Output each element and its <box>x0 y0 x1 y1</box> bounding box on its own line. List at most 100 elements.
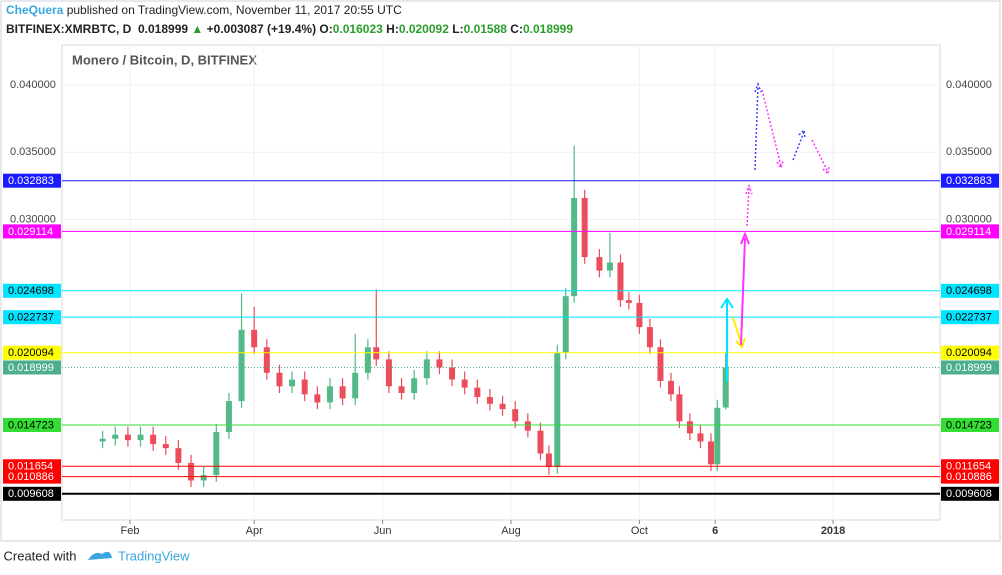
candle-body <box>289 379 296 387</box>
symbol: BITFINEX:XMRBTC, D <box>6 22 132 36</box>
arrow-up <box>792 128 806 161</box>
level-label-box <box>941 283 999 298</box>
candle-body <box>667 380 674 395</box>
level-label: 0.018999 <box>8 362 54 374</box>
candle-body <box>697 433 704 442</box>
candle-body <box>137 434 144 441</box>
level-label-box <box>3 469 61 484</box>
candle-body <box>461 379 468 388</box>
level-label: 0.014723 <box>946 419 992 431</box>
candle-body <box>200 475 207 481</box>
level-label: 0.020094 <box>946 347 992 359</box>
c-label: C: <box>510 22 523 36</box>
level-label: 0.022737 <box>946 312 992 324</box>
frame <box>0 0 1001 542</box>
level-label-box <box>941 469 999 484</box>
candle-body <box>581 197 588 258</box>
candle-body <box>486 397 493 404</box>
candle-body <box>373 347 380 360</box>
level-label-box <box>3 360 61 375</box>
level-label-box <box>3 486 61 501</box>
candle-body <box>562 296 569 353</box>
candle-body <box>188 462 195 481</box>
x-tick-label: Aug <box>501 525 521 537</box>
author[interactable]: CheQuera <box>6 3 64 17</box>
candle-body <box>352 372 359 399</box>
candle-body <box>606 262 613 271</box>
y-tick-label: 0.030000 <box>946 213 992 225</box>
level-label: 0.024698 <box>8 285 54 297</box>
candle-body <box>411 378 418 394</box>
candle-body <box>263 347 270 373</box>
symbol-line: BITFINEX:XMRBTC, D 0.018999 ▲ +0.003087 … <box>6 22 574 36</box>
x-tick-label: Feb <box>121 525 140 537</box>
candle-body <box>423 359 430 379</box>
candle-body <box>636 302 643 328</box>
candle-body <box>326 386 333 403</box>
o-value: 0.016023 <box>332 22 383 36</box>
level-label: 0.014723 <box>8 419 54 431</box>
candle-body <box>364 347 371 373</box>
l-label: L: <box>452 22 464 36</box>
header-line: CheQuera published on TradingView.com, N… <box>6 3 402 17</box>
o-label: O: <box>319 22 333 36</box>
level-label: 0.010886 <box>8 471 54 483</box>
level-label: 0.010886 <box>946 471 992 483</box>
candle-body <box>124 434 131 441</box>
level-label-box <box>3 224 61 239</box>
candle-body <box>276 372 283 387</box>
level-label: 0.024698 <box>946 285 992 297</box>
level-label-box <box>3 345 61 360</box>
candle-body <box>474 387 481 398</box>
drawings <box>720 81 830 382</box>
level-label: 0.032883 <box>946 175 992 187</box>
y-tick-label: 0.030000 <box>10 213 56 225</box>
candle-body <box>251 329 258 348</box>
candle-body <box>646 327 653 348</box>
candle-body <box>339 386 346 399</box>
level-label-box <box>941 417 999 432</box>
candle-body <box>301 379 308 395</box>
h-label: H: <box>386 22 399 36</box>
l-value: 0.01588 <box>463 22 507 36</box>
arrow-up <box>754 81 762 171</box>
y-tick-label: 0.035000 <box>10 146 56 158</box>
level-label: 0.032883 <box>8 175 54 187</box>
candle-body <box>238 329 245 402</box>
candle-body <box>686 421 693 434</box>
level-label-box <box>941 486 999 501</box>
level-label: 0.022737 <box>8 312 54 324</box>
footer-brand[interactable]: TradingView <box>118 548 190 563</box>
candle-body <box>657 347 664 381</box>
candle-body <box>150 434 157 445</box>
level-label-box <box>3 417 61 432</box>
level-label: 0.009608 <box>8 488 54 500</box>
level-label-box <box>3 310 61 325</box>
candle-body <box>398 386 405 394</box>
candle-body <box>714 407 721 465</box>
candle-body <box>537 430 544 454</box>
x-tick-label: Oct <box>631 525 648 537</box>
candle-body <box>524 421 531 431</box>
chart-title: Monero / Bitcoin, D, BITFINEX <box>72 52 257 67</box>
c-value: 0.018999 <box>522 22 574 36</box>
footer-created: Created with <box>4 548 77 563</box>
arrow-up <box>745 183 753 227</box>
level-label: 0.018999 <box>946 362 992 374</box>
candle-body <box>449 367 456 380</box>
candle-body <box>385 359 392 387</box>
candle-body <box>112 434 119 439</box>
candle-body <box>617 262 624 301</box>
arrow-up <box>740 231 750 346</box>
level-label-box <box>941 360 999 375</box>
candle-body <box>213 432 220 476</box>
candle-body <box>499 403 506 410</box>
candle-body <box>707 441 714 465</box>
candle-body <box>436 359 443 368</box>
candle-body <box>596 257 603 271</box>
candle-body <box>722 367 729 408</box>
y-tick-label: 0.040000 <box>946 79 992 91</box>
arrow-down <box>732 317 746 349</box>
candle-body <box>512 409 519 422</box>
level-label: 0.009608 <box>946 488 992 500</box>
